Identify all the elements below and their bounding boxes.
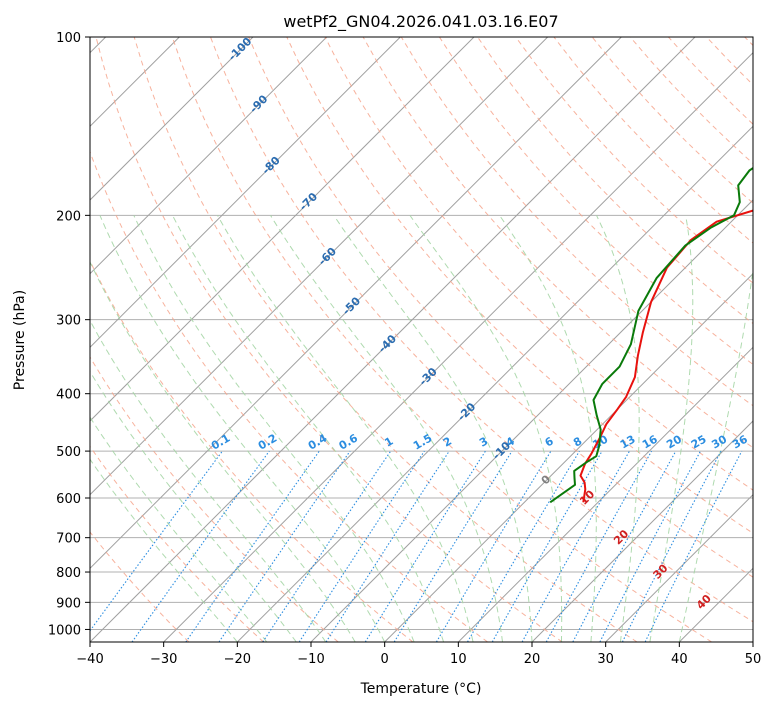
mixing-ratio-line <box>435 450 552 642</box>
mixing-ratio-line <box>545 450 653 642</box>
dry-adiabat-line <box>515 37 753 284</box>
isotherm-line <box>90 37 401 349</box>
mixing-ratio-line <box>364 450 486 642</box>
moist-adiabat-line <box>90 416 268 642</box>
x-tick-label: −10 <box>297 652 324 667</box>
x-tick-label: −20 <box>224 652 251 667</box>
moist-adiabat-line <box>409 215 563 642</box>
y-axis-title: Pressure (hPa) <box>12 290 28 390</box>
dry-adiabat-line <box>133 37 638 642</box>
y-tick-label: 900 <box>56 596 81 611</box>
moist-adiabat-line <box>90 370 297 642</box>
y-tick-label: 800 <box>56 566 81 581</box>
y-tick-label: 1000 <box>48 623 81 638</box>
isotherm-line <box>90 37 696 642</box>
dry-adiabat-line <box>248 37 753 578</box>
moist-adiabat-line <box>333 215 533 642</box>
mixing-ratio-line <box>644 450 743 642</box>
y-tick-label: 500 <box>56 445 81 460</box>
chart-title: wetPf2_GN04.2026.041.03.16.E07 <box>283 12 558 32</box>
mixing-ratio-line <box>521 450 630 642</box>
dry-adiabat-line <box>171 37 712 642</box>
dry-adiabat-line <box>90 445 264 642</box>
moist-adiabat-line <box>90 319 327 642</box>
y-tick-label: 400 <box>56 388 81 403</box>
plot-frame <box>89 36 754 643</box>
isotherm-line <box>90 37 475 422</box>
moist-adiabat-line <box>90 458 238 642</box>
isotherm-line <box>90 37 549 496</box>
y-tick-label: 200 <box>56 209 81 224</box>
isotherm-line <box>236 125 753 642</box>
profile-lines <box>549 166 753 504</box>
isotherm-line <box>90 37 328 275</box>
moist-adiabat-line <box>649 215 694 642</box>
moist-adiabat-line <box>133 215 415 642</box>
dry-adiabat-line <box>210 37 753 623</box>
dewpoint-profile-line <box>549 166 753 504</box>
mixing-ratio-line <box>131 450 270 642</box>
x-tick-label: −40 <box>76 652 103 667</box>
dry-adiabat-line <box>90 150 488 642</box>
mixing-ratio-line <box>185 450 320 642</box>
dry-adiabat-line <box>286 37 753 534</box>
dry-adiabat-line <box>95 37 563 642</box>
y-tick-label: 700 <box>56 532 81 547</box>
x-tick-label: 30 <box>597 652 614 667</box>
moist-adiabat-line <box>90 260 356 642</box>
axes: −40 −30 −20 −10 0 10 20 30 40 50 1000 900 800 700 600 5… <box>48 31 761 667</box>
mixing-ratio-line <box>572 450 677 642</box>
y-tick-label: 100 <box>56 31 81 46</box>
mixing-ratio-line <box>599 450 701 642</box>
dry-adiabat-line <box>400 37 753 407</box>
mixing-ratio-line <box>298 450 425 642</box>
x-axis-title: Temperature (°C) <box>360 681 482 697</box>
mixing-ratio-line <box>621 450 722 642</box>
moist-adiabat-line <box>99 215 386 642</box>
isotherm-line <box>90 37 254 201</box>
mixing-ratio-line <box>218 450 351 642</box>
moist-adiabat-line <box>217 215 474 642</box>
isotherm-line <box>605 493 753 642</box>
x-tick-label: 40 <box>671 652 688 667</box>
dry-adiabat-line <box>438 37 753 366</box>
x-tick-label: 0 <box>381 652 389 667</box>
y-tick-label: 300 <box>56 314 81 329</box>
isotherm-line <box>163 51 753 642</box>
mixing-ratio-line <box>90 450 223 632</box>
x-tick-label: 50 <box>745 652 762 667</box>
moist-adiabat-line <box>270 215 503 642</box>
mixing-ratio-line <box>393 450 513 642</box>
mixing-ratio-line <box>325 450 450 642</box>
y-tick-label: 600 <box>56 492 81 507</box>
x-tick-label: −30 <box>150 652 177 667</box>
isotherm-line <box>384 272 753 642</box>
dry-adiabat-line <box>90 531 190 642</box>
background-lines <box>90 37 753 642</box>
moist-adiabat-line <box>172 215 445 642</box>
isotherm-line <box>90 37 622 570</box>
isotherm-line <box>531 420 753 642</box>
x-tick-label: 20 <box>524 652 541 667</box>
moist-adiabat-line <box>499 215 597 642</box>
mixing-ratio-line <box>262 450 392 642</box>
dry-adiabat-line <box>90 259 414 642</box>
moist-adiabat-line <box>596 215 640 642</box>
x-tick-label: 10 <box>450 652 467 667</box>
moist-adiabat-line <box>678 265 753 642</box>
